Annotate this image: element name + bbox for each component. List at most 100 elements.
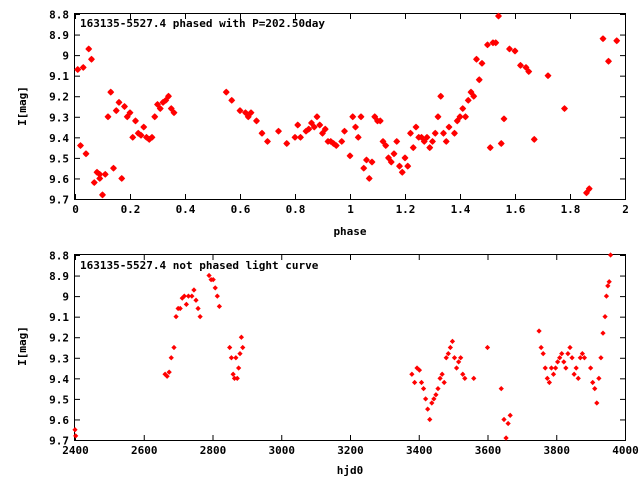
data-point bbox=[605, 283, 611, 289]
data-point bbox=[173, 314, 179, 320]
data-point bbox=[341, 127, 348, 135]
data-point bbox=[233, 355, 239, 361]
data-point bbox=[101, 170, 109, 178]
data-point bbox=[393, 137, 401, 145]
x-tick-label: 3200 bbox=[337, 444, 364, 457]
data-point bbox=[387, 158, 395, 166]
data-point bbox=[445, 351, 451, 357]
data-point bbox=[602, 314, 608, 320]
data-point bbox=[429, 400, 435, 406]
y-tick-label: 9.7 bbox=[49, 194, 69, 207]
x-tick-label: 1.2 bbox=[396, 203, 416, 216]
data-point bbox=[396, 162, 403, 170]
data-point bbox=[156, 105, 164, 113]
data-point bbox=[592, 385, 598, 392]
data-point bbox=[552, 365, 559, 371]
data-point bbox=[104, 113, 112, 121]
data-point bbox=[258, 129, 266, 137]
data-point bbox=[236, 107, 244, 115]
data-point bbox=[429, 137, 436, 145]
data-point bbox=[170, 109, 178, 117]
data-point bbox=[409, 144, 417, 152]
data-point bbox=[544, 72, 552, 80]
data-point bbox=[522, 63, 530, 71]
data-point bbox=[596, 375, 602, 381]
data-point bbox=[456, 113, 464, 121]
data-point bbox=[437, 375, 443, 381]
data-point bbox=[129, 133, 137, 141]
data-point bbox=[573, 365, 579, 371]
data-point bbox=[382, 142, 390, 150]
x-tick-label: 1.8 bbox=[561, 203, 581, 216]
data-point bbox=[338, 137, 346, 145]
y-tick-label: 9.4 bbox=[49, 373, 69, 386]
data-point bbox=[583, 189, 590, 197]
data-point bbox=[497, 140, 505, 147]
data-point bbox=[420, 385, 427, 392]
data-point bbox=[90, 179, 98, 187]
data-point bbox=[412, 379, 418, 386]
data-point bbox=[451, 129, 458, 137]
data-point bbox=[238, 334, 244, 340]
data-point bbox=[216, 303, 222, 310]
data-point bbox=[222, 88, 230, 96]
data-point bbox=[88, 55, 95, 63]
y-tick-label: 8.9 bbox=[49, 29, 69, 42]
x-axis-label: hjd0 bbox=[337, 464, 364, 477]
data-point bbox=[544, 375, 550, 381]
data-point bbox=[85, 45, 93, 53]
data-point bbox=[581, 355, 588, 361]
y-tick-label: 9.1 bbox=[49, 70, 69, 83]
data-point bbox=[443, 355, 449, 361]
data-point bbox=[166, 369, 172, 375]
data-point bbox=[253, 117, 260, 125]
x-tick-label: 2600 bbox=[131, 444, 158, 457]
data-point bbox=[420, 137, 428, 145]
data-point bbox=[191, 287, 197, 293]
y-tick-label: 8.8 bbox=[49, 9, 69, 22]
data-point bbox=[115, 98, 123, 106]
data-point bbox=[168, 355, 174, 361]
data-point bbox=[74, 66, 82, 73]
data-point bbox=[96, 170, 104, 178]
data-point bbox=[398, 168, 406, 176]
data-point bbox=[264, 137, 271, 145]
data-point bbox=[228, 355, 235, 361]
data-point bbox=[426, 144, 434, 152]
data-point bbox=[606, 279, 612, 285]
y-tick-label: 9 bbox=[62, 291, 69, 304]
data-point bbox=[567, 344, 573, 351]
data-point bbox=[162, 96, 170, 104]
x-tick-label: 2 bbox=[622, 203, 629, 216]
data-point bbox=[137, 131, 145, 139]
data-point bbox=[110, 164, 117, 172]
data-point bbox=[132, 117, 139, 125]
y-tick-label: 8.9 bbox=[49, 270, 69, 283]
data-point bbox=[607, 252, 614, 258]
data-point bbox=[185, 293, 192, 299]
data-point bbox=[501, 416, 507, 423]
y-tick-label: 9.1 bbox=[49, 311, 69, 324]
data-point bbox=[546, 379, 552, 386]
data-point bbox=[212, 285, 218, 291]
data-point bbox=[73, 433, 79, 439]
data-point bbox=[486, 144, 494, 152]
x-tick-label: 0.2 bbox=[121, 203, 141, 216]
data-point bbox=[354, 133, 362, 141]
data-point bbox=[177, 305, 183, 312]
data-point bbox=[379, 137, 387, 145]
data-point bbox=[599, 35, 607, 43]
data-point bbox=[151, 113, 159, 121]
x-tick-label: 3800 bbox=[544, 444, 571, 457]
data-point bbox=[283, 140, 291, 147]
data-point bbox=[442, 137, 450, 145]
x-tick-label: 3600 bbox=[475, 444, 502, 457]
data-point bbox=[588, 365, 594, 371]
data-point bbox=[305, 125, 313, 133]
data-point bbox=[404, 162, 412, 170]
data-point bbox=[440, 129, 447, 137]
x-tick-label: 0.4 bbox=[176, 203, 196, 216]
data-point bbox=[236, 365, 242, 371]
data-point bbox=[437, 92, 445, 100]
data-point bbox=[291, 133, 299, 141]
